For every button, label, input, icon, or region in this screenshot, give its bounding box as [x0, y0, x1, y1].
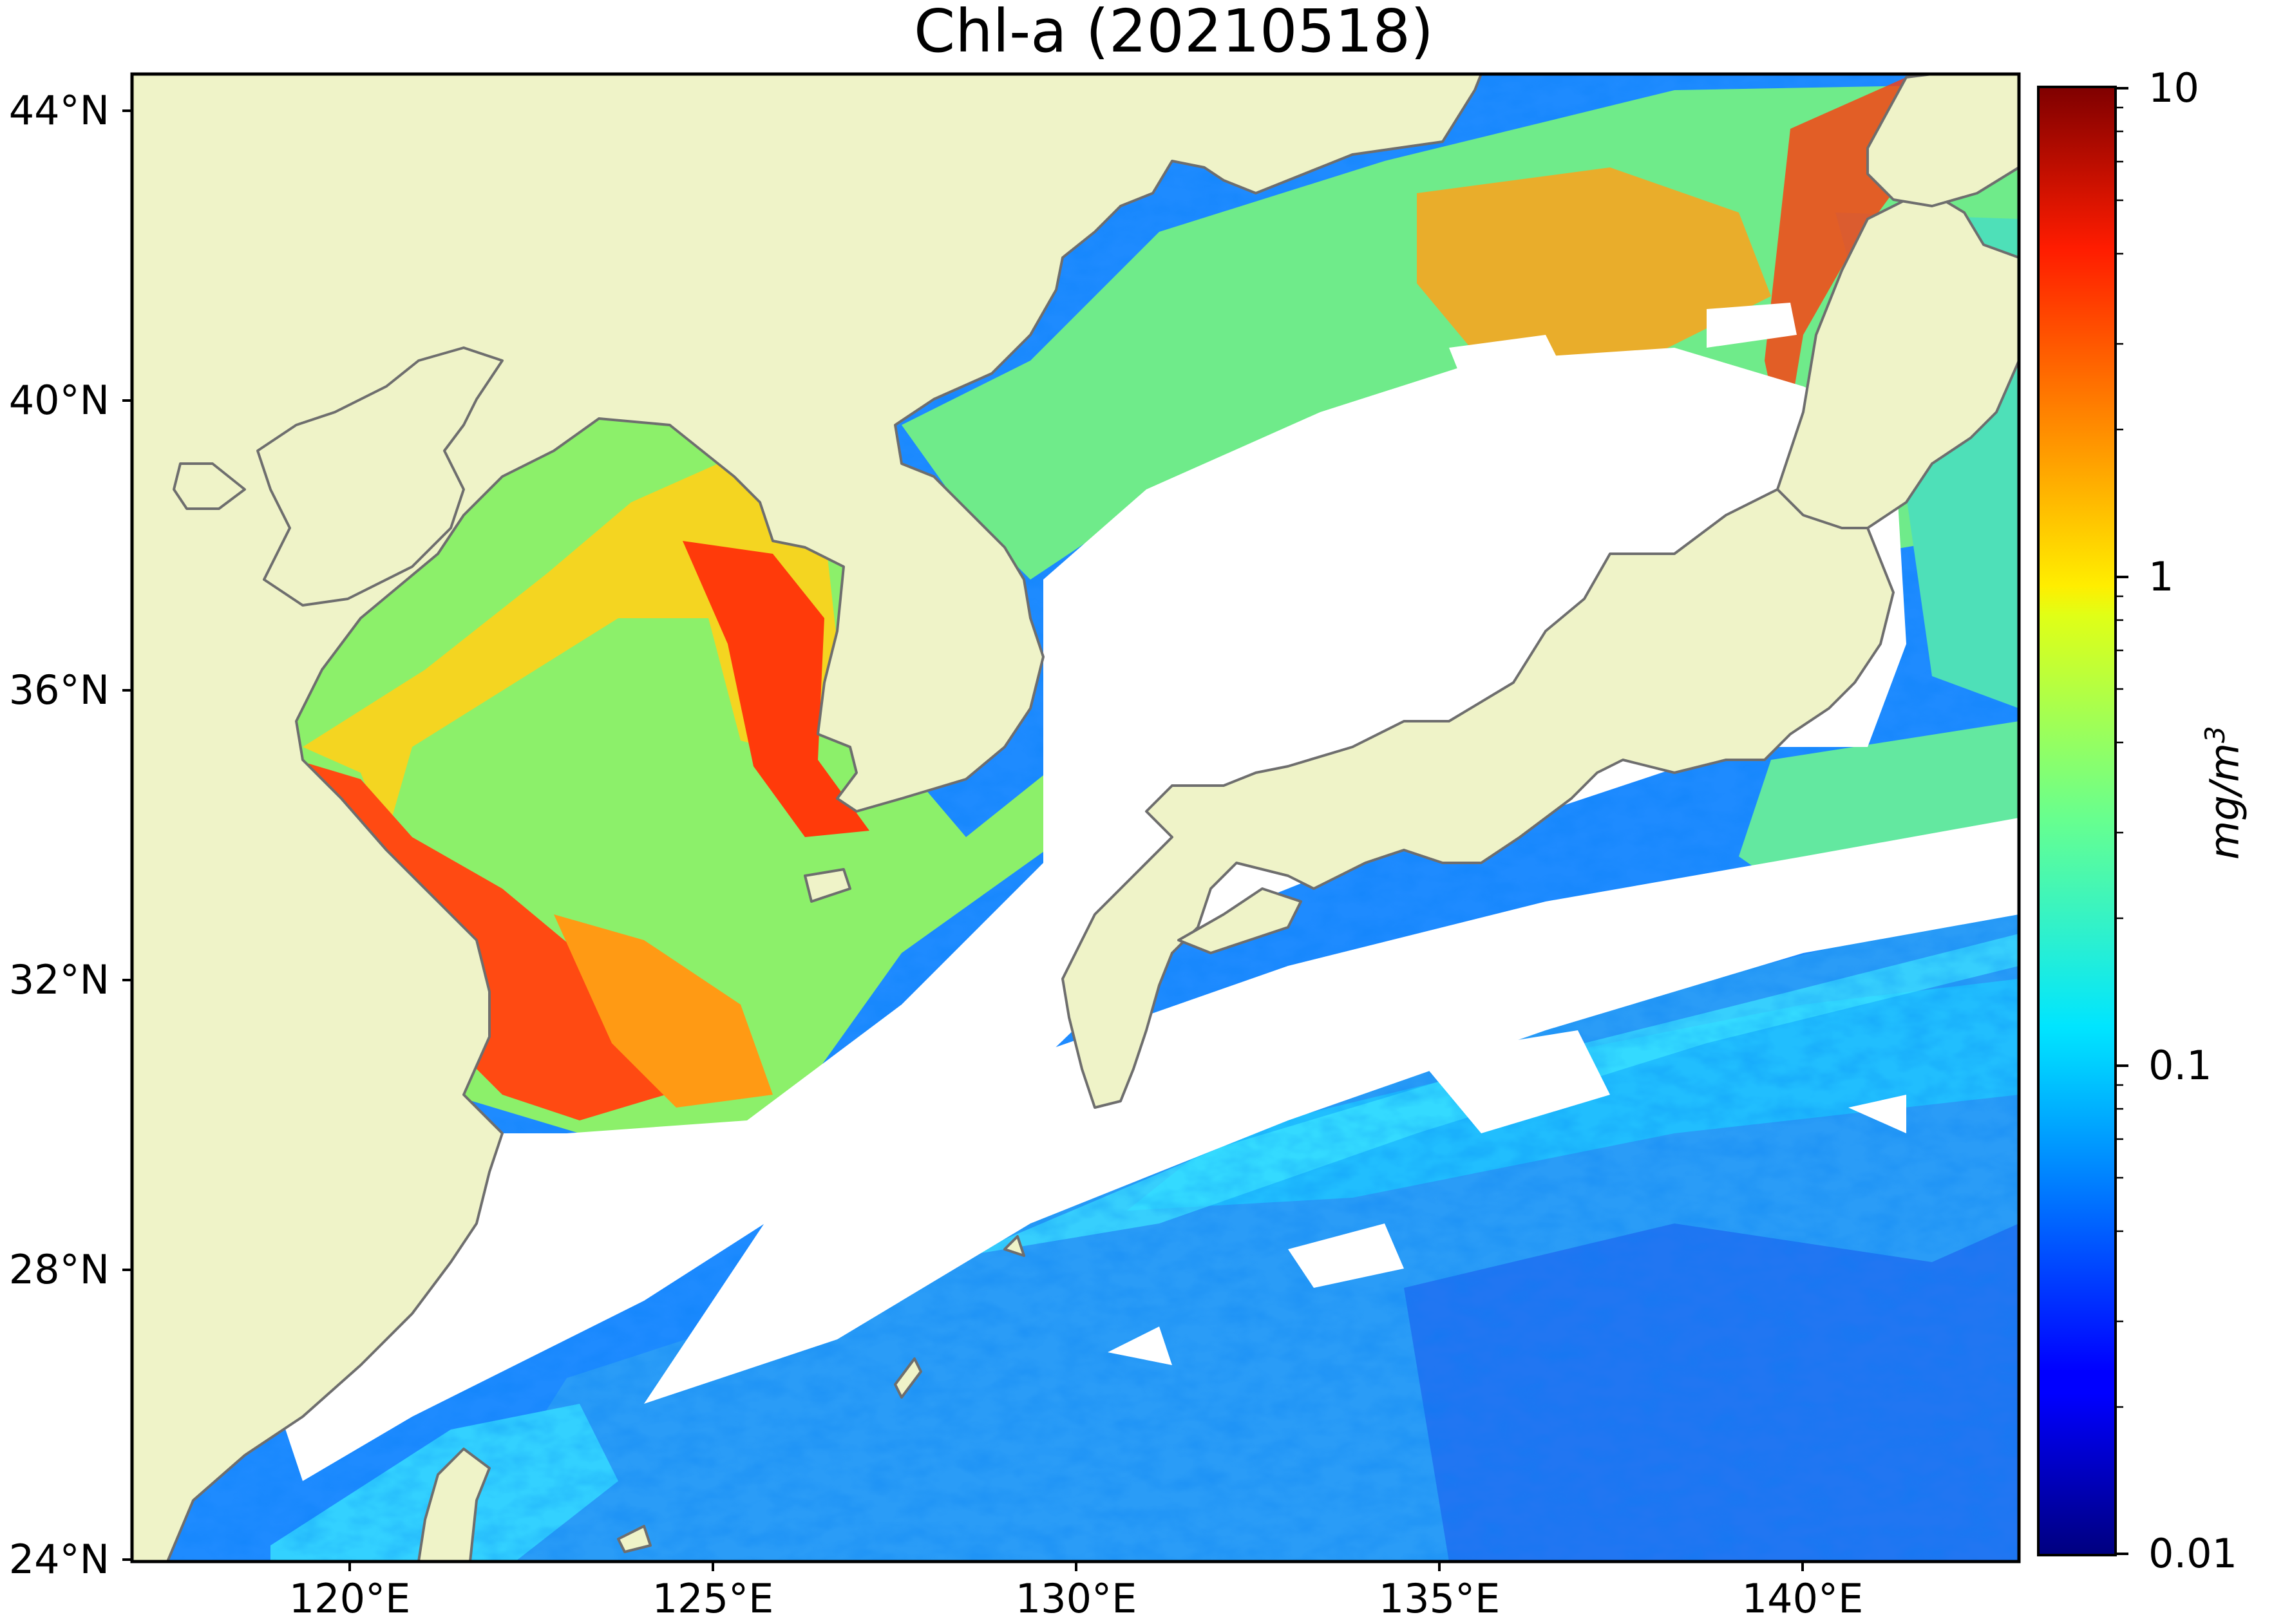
- colorbar-tick-label: 10: [2148, 64, 2199, 111]
- cloud-mask: [644, 818, 2019, 1404]
- cloud-mask: [1449, 303, 1797, 380]
- lat-tick-label: 36°N: [8, 666, 109, 713]
- colorbar-unit-exponent: 3: [2199, 726, 2231, 743]
- colorbar-unit-base: mg/m: [2201, 742, 2248, 860]
- lat-tick-marks: [122, 109, 132, 1561]
- figure-title: Chl-a (20210518): [914, 0, 1434, 66]
- lon-tick-label: 120°E: [289, 1575, 411, 1622]
- ocean-region: [554, 914, 773, 1108]
- lon-tick-label: 130°E: [1015, 1575, 1137, 1622]
- colorbar-unit-label: mg/m3: [2190, 726, 2248, 860]
- colorbar-tick-label: 1: [2148, 553, 2174, 600]
- lon-tick-label: 135°E: [1378, 1575, 1501, 1622]
- lon-tick-label: 140°E: [1741, 1575, 1864, 1622]
- lon-tick-label: 125°E: [652, 1575, 774, 1622]
- lon-tick-marks: [348, 1562, 1804, 1571]
- lat-tick-label: 44°N: [8, 87, 109, 134]
- ocean-region: [683, 541, 869, 837]
- lat-tick-label: 32°N: [8, 956, 109, 1003]
- ocean-region: [1417, 167, 1771, 361]
- cloud-mask: [270, 348, 1906, 1481]
- lat-tick-label: 24°N: [8, 1536, 109, 1583]
- colorbar-tick-label: 0.1: [2148, 1042, 2212, 1089]
- colorbar: [2037, 86, 2117, 1556]
- cloud-mask: [1108, 1030, 1906, 1365]
- colorbar-ticks: [2116, 87, 2128, 1555]
- land: [132, 74, 2019, 1562]
- colorbar-tick-label: 0.01: [2148, 1530, 2238, 1577]
- ocean-region: [296, 760, 708, 1120]
- lat-tick-label: 40°N: [8, 377, 109, 424]
- colorbar-minor-ticks: [2116, 106, 2123, 1408]
- lat-tick-label: 28°N: [8, 1246, 109, 1293]
